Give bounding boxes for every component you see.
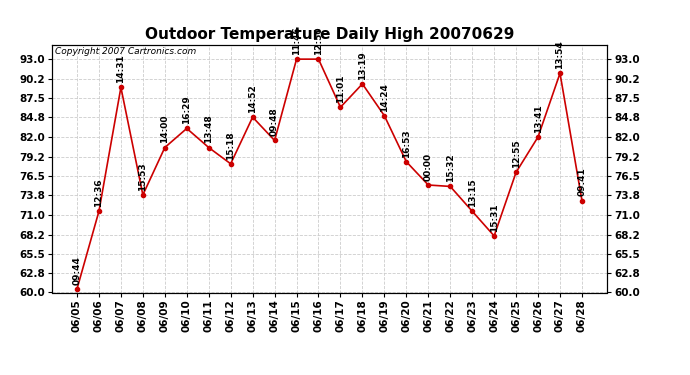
Text: 00:00: 00:00 [424,153,433,181]
Text: 09:41: 09:41 [578,168,586,196]
Text: 14:31: 14:31 [117,54,126,83]
Text: 15:32: 15:32 [446,154,455,182]
Text: 12:55: 12:55 [511,140,520,168]
Text: 09:44: 09:44 [72,256,81,285]
Text: 13:41: 13:41 [533,104,542,133]
Text: 14:24: 14:24 [380,82,389,111]
Text: 15:53: 15:53 [139,162,148,191]
Title: Outdoor Temperature Daily High 20070629: Outdoor Temperature Daily High 20070629 [145,27,514,42]
Text: Copyright 2007 Cartronics.com: Copyright 2007 Cartronics.com [55,48,196,57]
Text: 13:48: 13:48 [204,115,213,143]
Text: 13:15: 13:15 [468,178,477,207]
Text: 14:52: 14:52 [248,84,257,113]
Text: 13:19: 13:19 [358,51,367,80]
Text: 15:31: 15:31 [490,203,499,232]
Text: 16:53: 16:53 [402,129,411,158]
Text: 11:46: 11:46 [292,26,301,55]
Text: 12:36: 12:36 [95,178,103,207]
Text: 14:00: 14:00 [160,115,169,143]
Text: 16:29: 16:29 [182,96,191,124]
Text: 11:01: 11:01 [336,75,345,103]
Text: 15:18: 15:18 [226,131,235,160]
Text: 13:54: 13:54 [555,40,564,69]
Text: 12:50: 12:50 [314,27,323,55]
Text: 09:48: 09:48 [270,108,279,136]
